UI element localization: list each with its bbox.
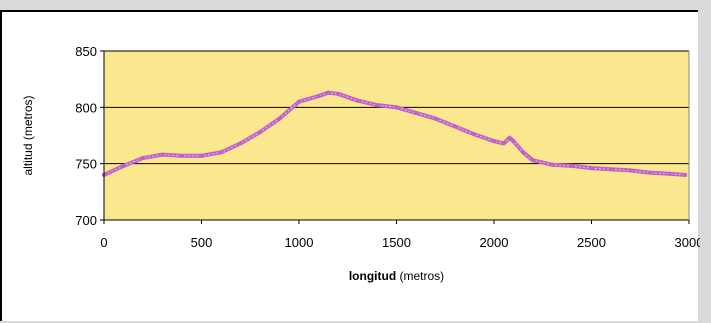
plot-area (104, 51, 689, 220)
y-tick-850: 850 (75, 44, 97, 59)
x-tick-labels: 0 500 1000 1500 2000 2500 3000 (100, 235, 700, 250)
data-point (394, 105, 399, 110)
data-point (336, 91, 340, 96)
data-point (326, 90, 331, 95)
data-point (550, 162, 555, 167)
x-axis-label-rest: (metros) (396, 269, 444, 283)
y-axis-label: altitud (metros) (21, 95, 35, 175)
data-point (219, 150, 223, 155)
y-tick-750: 750 (75, 157, 97, 172)
data-point (160, 152, 165, 157)
data-point (180, 153, 184, 158)
data-point (277, 116, 282, 121)
x-tick-500: 500 (191, 235, 213, 250)
x-tick-1000: 1000 (285, 235, 314, 250)
data-point (609, 167, 613, 172)
x-axis-label-bold: longitud (349, 269, 396, 283)
data-point (453, 124, 457, 129)
data-point (316, 94, 321, 99)
x-tick-3000: 3000 (675, 235, 700, 250)
data-point (355, 98, 360, 103)
data-point (511, 139, 516, 144)
data-point (492, 139, 496, 144)
axes (100, 50, 690, 224)
data-point (667, 171, 672, 176)
data-point (683, 172, 688, 177)
x-tick-2000: 2000 (480, 235, 509, 250)
data-point (570, 163, 574, 168)
altitude-profile-chart: 700 750 800 850 0 500 1000 1500 2000 2500 3000 al… (21, 44, 700, 283)
x-tick-0: 0 (100, 235, 107, 250)
chart-frame: 700 750 800 850 0 500 1000 1500 2000 2500 3000 al… (0, 10, 700, 321)
x-axis-label: longitud (metros) (349, 269, 444, 283)
data-point (258, 130, 262, 135)
data-point (414, 110, 418, 115)
data-point (521, 150, 526, 155)
data-point (238, 141, 243, 146)
data-point (141, 156, 145, 161)
data-point (501, 141, 506, 146)
data-point (433, 116, 438, 121)
data-point (199, 153, 204, 158)
y-tick-labels: 700 750 800 850 (75, 44, 97, 228)
y-tick-800: 800 (75, 100, 97, 115)
data-point (121, 163, 126, 168)
data-point (589, 166, 594, 171)
data-point (628, 168, 633, 173)
x-tick-2500: 2500 (577, 235, 606, 250)
series-group (102, 90, 688, 177)
y-tick-700: 700 (75, 213, 97, 228)
data-point (297, 99, 301, 104)
data-point (507, 135, 512, 140)
data-point (648, 170, 652, 175)
data-point (531, 158, 535, 163)
data-point (375, 103, 379, 108)
x-tick-1500: 1500 (382, 235, 411, 250)
data-point (472, 132, 477, 137)
